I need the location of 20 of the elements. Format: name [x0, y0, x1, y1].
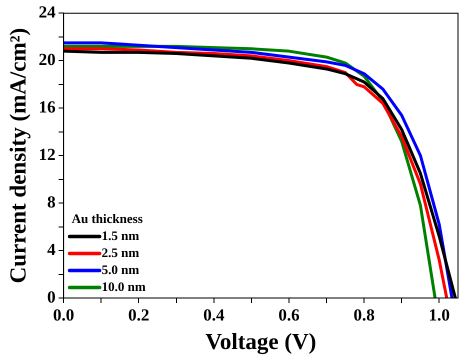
- y-axis-title: Current density (mA/cm²): [6, 28, 31, 284]
- x-tick-label: 0.2: [128, 306, 150, 325]
- legend-label: 2.5 nm: [102, 244, 140, 260]
- x-tick-label: 0.8: [353, 306, 375, 325]
- legend-title: Au thickness: [72, 210, 143, 226]
- legend-label: 5.0 nm: [102, 262, 140, 277]
- x-tick-label: 0.4: [203, 306, 225, 325]
- y-tick-label: 8: [47, 192, 56, 212]
- x-tick-label: 0.0: [52, 306, 74, 325]
- y-tick-label: 24: [38, 2, 56, 22]
- x-tick-label: 1.0: [428, 306, 450, 325]
- x-axis-title: Voltage (V): [205, 329, 316, 356]
- y-tick-label: 12: [38, 144, 56, 164]
- x-tick-label: 0.6: [278, 306, 300, 325]
- y-tick-label: 0: [47, 287, 56, 306]
- y-tick-label: 16: [38, 98, 56, 117]
- y-tick-label: 4: [47, 240, 56, 259]
- legend-label: 1.5 nm: [102, 228, 140, 243]
- y-tick-label: 20: [38, 50, 56, 70]
- legend-label: 10.0 nm: [102, 278, 146, 294]
